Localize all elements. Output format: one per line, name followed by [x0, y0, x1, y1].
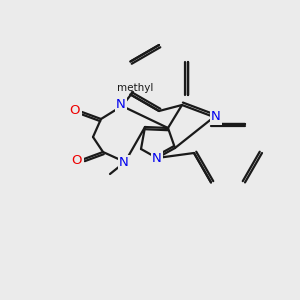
Text: N: N: [152, 152, 162, 166]
Text: methyl: methyl: [117, 83, 153, 93]
Text: O: O: [72, 154, 82, 166]
Text: N: N: [119, 157, 129, 169]
Text: N: N: [116, 98, 126, 112]
Text: N: N: [211, 110, 221, 124]
Text: O: O: [70, 104, 80, 118]
